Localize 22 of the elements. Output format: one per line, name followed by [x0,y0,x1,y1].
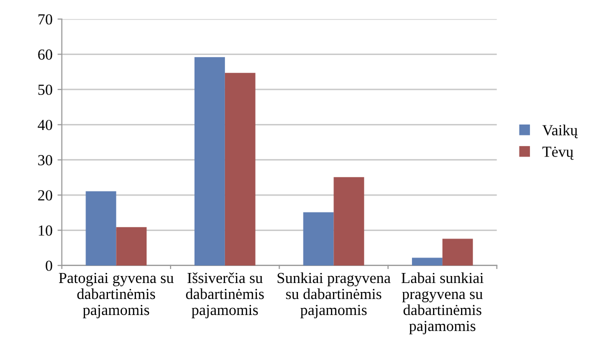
y-tick-label: 30 [38,155,52,166]
bar [116,227,147,266]
bar [303,212,334,266]
bar [194,57,225,266]
x-tick-label: Patogiai gyvena su dabartinėmis pajamomis [58,272,174,318]
legend-label: Tėvų [542,146,574,160]
bar [224,72,256,266]
legend-label: Vaikų [542,124,578,138]
bar [334,177,364,266]
x-tick-label: Sunkiai pragyvena su dabartinėmis pajamomis [278,272,391,318]
x-tick-label: Išsiverčia su dabartinėmis pajamomis [186,272,264,318]
bar [442,238,473,266]
y-tick-label: 70 [38,14,52,25]
y-tick-label: 50 [38,84,52,95]
y-tick-label: 60 [38,49,52,60]
bar [412,258,442,266]
x-tick-label: Labai sunkiai pragyvena su dabartinėmis pajamomis [402,272,484,334]
y-tick-label: 10 [38,225,52,236]
bar [86,191,116,266]
y-tick-label: 40 [38,120,52,130]
y-tick-label: 0 [46,260,52,271]
y-tick-label: 20 [38,190,52,201]
